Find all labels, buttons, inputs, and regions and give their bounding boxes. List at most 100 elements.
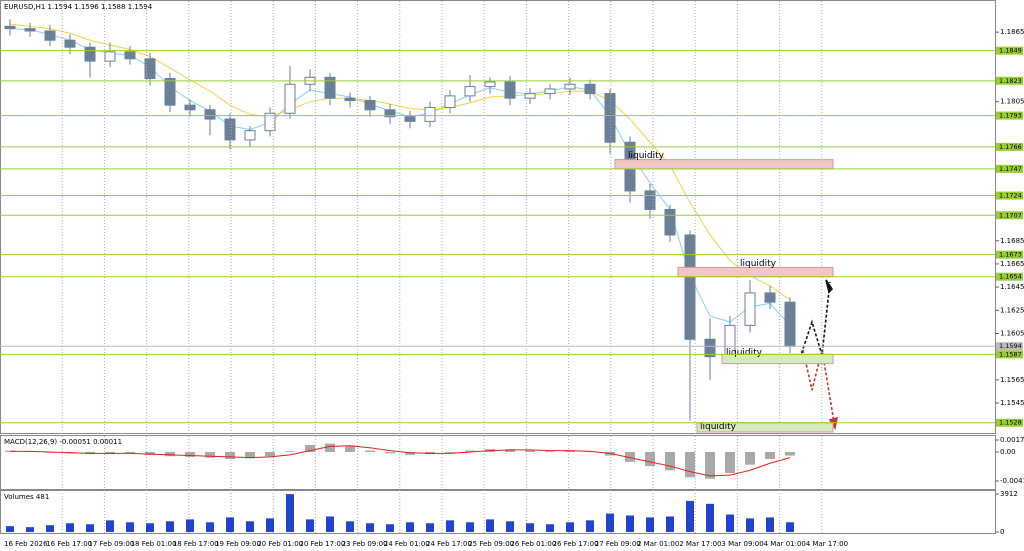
candle-body [224,118,236,141]
macd-bar [745,452,755,465]
volume-bar [386,524,394,532]
level-label: 1.1849 [999,47,1022,55]
y-tick-label: 1.1625 [1000,306,1024,314]
candle-body [444,95,456,108]
volume-bar [86,524,94,532]
volume-bar [66,523,74,532]
candle-body [324,76,336,99]
macd-bar [305,445,315,453]
volume-bar [526,523,534,532]
level-label: 1.1654 [999,273,1022,281]
macd-frame [0,435,996,490]
x-tick-label: 2 Mar 17:00 [679,540,721,548]
candle-body [484,81,496,88]
candle-body [564,83,576,90]
level-label: 1.1528 [999,419,1022,427]
volume-bar [586,520,594,532]
x-tick-label: 2 Mar 01:00 [637,540,679,548]
volume-bar [426,523,434,532]
volume-bar [726,514,734,532]
candle-body [744,292,756,326]
candle-body [504,81,516,99]
candle-body [584,83,596,95]
x-tick-label: 24 Feb 17:00 [426,540,472,548]
candle-body [644,190,656,210]
macd-bar [525,450,535,453]
candle-body [364,100,376,111]
volume-bar [286,494,294,532]
macd-bar [785,452,795,456]
candle-body [204,109,216,120]
x-tick-label: 18 Feb 01:00 [131,540,177,548]
level-box [996,418,1023,427]
macd-bar [765,452,775,460]
volume-bar [246,521,254,532]
candle-body [4,25,16,30]
candle-body [164,77,176,106]
volume-bar [106,520,114,532]
macd-bar [205,452,215,458]
volume-bar [626,515,634,532]
level-label: 1.1823 [999,77,1022,85]
volume-bar [606,513,614,532]
candle-body [344,97,356,102]
volume-bar [506,521,514,532]
macd-bar [145,452,155,455]
volume-bar [546,524,554,532]
x-tick-label: 17 Feb 09:00 [88,540,134,548]
zone-label: liquidity [628,151,665,161]
level-label: 1.1724 [999,192,1022,200]
macd-bar [245,452,255,459]
macd-bar [345,446,355,453]
macd-bar [625,452,635,462]
volume-bar [6,526,14,532]
x-tick-label: 4 Mar 01:00 [764,540,806,548]
candle-body [524,93,536,99]
volume-bar [206,522,214,532]
candle-body [24,28,36,32]
volume-bar [786,522,794,532]
macd-bar [445,452,455,453]
macd-bar [265,452,275,457]
level-box [996,111,1023,120]
y-tick-label: 0 [1000,528,1004,536]
volume-bar [406,522,414,532]
macd-bar [165,452,175,457]
x-tick-label: 20 Feb 01:00 [257,540,303,548]
volume-bar [366,523,374,532]
candle-body [264,112,276,132]
macd-bar [285,451,295,453]
level-label: 1.1707 [999,211,1022,219]
volume-bar [146,523,154,532]
candle-body [684,234,696,340]
volume-bar [666,516,674,532]
candle-body [784,301,796,347]
current-price-box [996,342,1023,351]
candle-body [44,30,56,41]
level-box [996,164,1023,173]
x-tick-label: 20 Feb 17:00 [299,540,345,548]
macd-bar [325,443,335,453]
panel-title: Volumes 481 [4,493,49,501]
y-tick-label: 1.1805 [1000,98,1024,106]
macd-bar [725,452,735,474]
candle-body [144,58,156,79]
level-box [996,76,1023,85]
macd-bar [185,452,195,457]
level-label: 1.1747 [999,165,1022,173]
zone-label: liquidity [700,422,737,432]
bull-arrow [799,281,831,359]
volume-bar [466,522,474,532]
level-box [996,142,1023,151]
level-box [996,272,1023,281]
zone-label: liquidity [740,259,777,269]
moving-average [9,28,791,326]
candle-body [284,83,296,114]
candle-body [244,130,256,141]
candle-body [764,292,776,303]
candle-body [544,88,556,95]
candle-body [464,86,476,97]
candle-body [424,106,436,122]
volume-bar [186,519,194,532]
